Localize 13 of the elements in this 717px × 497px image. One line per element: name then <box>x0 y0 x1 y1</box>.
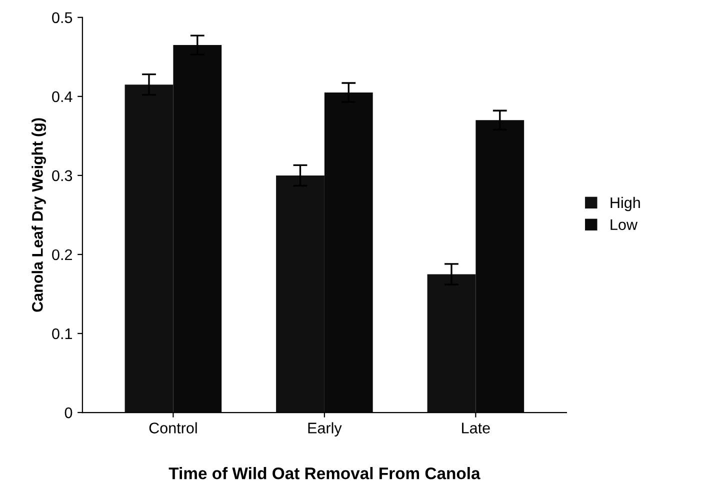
x-axis-title: Time of Wild Oat Removal From Canola <box>168 467 480 480</box>
y-tick-label: 0.5 <box>52 12 72 24</box>
y-tick-label: 0 <box>64 407 72 418</box>
y-axis-title: Canola Leaf Dry Weight (g) <box>32 118 46 312</box>
y-tick-label: 0.4 <box>52 91 72 102</box>
x-tick-label: Late <box>462 422 490 434</box>
legend-label: High <box>610 196 640 212</box>
x-tick-label: Control <box>149 422 197 434</box>
y-tick-label: 0.1 <box>52 328 72 340</box>
y-tick-label: 0.3 <box>52 170 72 182</box>
x-tick-label: Early <box>308 422 342 436</box>
y-tick-label: 0.2 <box>52 249 72 260</box>
legend-label: Low <box>610 219 638 230</box>
